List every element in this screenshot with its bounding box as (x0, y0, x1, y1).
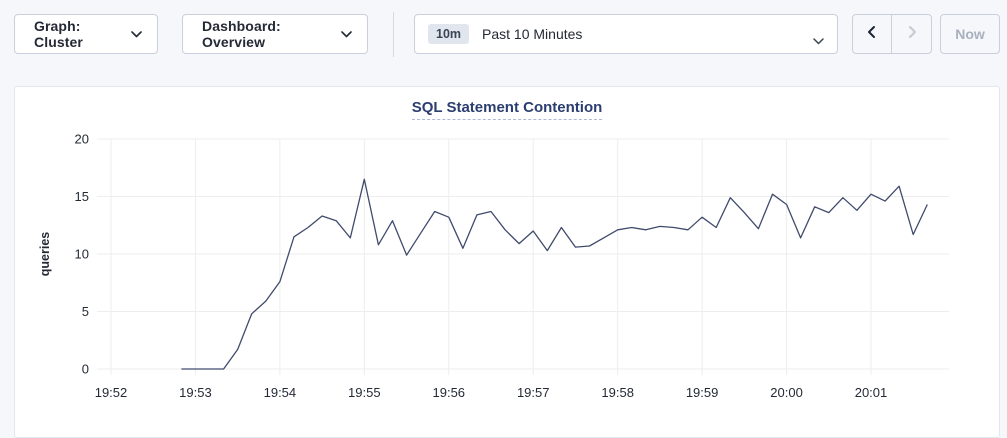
x-tick-label: 20:01 (855, 385, 888, 400)
chart-card: SQL Statement Contention queries 0 5 10 15 2… (14, 86, 1000, 438)
x-tick-label: 19:52 (95, 385, 128, 400)
toolbar-divider (393, 12, 394, 57)
now-button[interactable]: Now (940, 14, 1000, 54)
time-range-badge: 10m (428, 23, 470, 45)
chevron-down-icon (131, 30, 142, 38)
x-tick-label: 19:55 (348, 385, 381, 400)
chart-title[interactable]: SQL Statement Contention (411, 99, 603, 120)
x-tick-label: 19:53 (179, 385, 212, 400)
graph-dropdown-label: Graph: Cluster (34, 18, 83, 50)
y-tick-label: 15 (75, 189, 89, 204)
x-tick-label: 19:56 (433, 385, 466, 400)
x-tick-label: 19:54 (264, 385, 297, 400)
graph-dropdown[interactable]: Graph: Cluster (14, 14, 158, 54)
sql-statement-contention-chart[interactable]: 0 5 10 15 20 19:52 19:53 19:54 19:55 19:56 19:57 19… (15, 121, 1001, 421)
chevron-down-icon (813, 32, 824, 50)
x-tick-label: 19:59 (686, 385, 719, 400)
prev-time-window-button[interactable] (853, 15, 892, 53)
chevron-left-icon (865, 25, 879, 44)
x-tick-label: 19:58 (601, 385, 634, 400)
chart-title-row: SQL Statement Contention (15, 99, 999, 120)
data-line-queries (181, 178, 928, 370)
y-tick-label: 5 (82, 304, 89, 319)
y-tick-label: 10 (75, 247, 89, 262)
y-tick-label: 0 (82, 362, 89, 377)
chevron-right-icon (905, 25, 919, 44)
time-range-picker[interactable]: 10m Past 10 Minutes (414, 14, 838, 54)
x-tick-label: 20:00 (770, 385, 803, 400)
x-tick-label: 19:57 (517, 385, 550, 400)
y-tick-label: 20 (75, 132, 89, 147)
chevron-down-icon (341, 30, 352, 38)
time-range-label: Past 10 Minutes (482, 26, 583, 42)
time-window-pager (852, 14, 932, 54)
next-time-window-button[interactable] (892, 15, 931, 53)
dashboard-dropdown[interactable]: Dashboard: Overview (182, 14, 368, 54)
dashboard-dropdown-label: Dashboard: Overview (202, 18, 281, 50)
